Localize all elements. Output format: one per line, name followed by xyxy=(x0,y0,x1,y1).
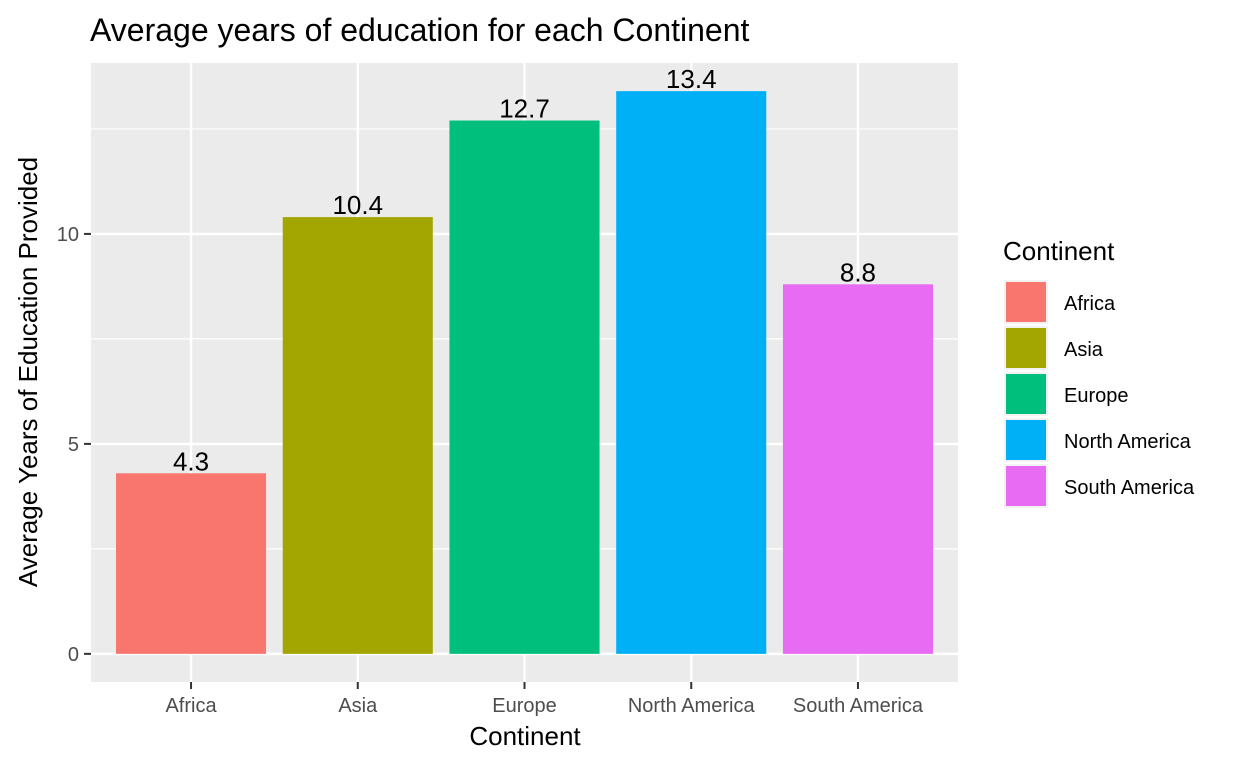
legend: Continent Africa Asia Europe North America S… xyxy=(1003,236,1195,508)
legend-label: North America xyxy=(1064,431,1192,453)
data-label: 4.3 xyxy=(173,446,209,476)
y-tick-label: 5 xyxy=(68,434,79,456)
data-label: 12.7 xyxy=(499,94,550,124)
y-axis: 0 5 10 xyxy=(57,224,91,666)
legend-items: Africa Asia Europe North America South Ameri… xyxy=(1004,280,1195,508)
data-label: 13.4 xyxy=(666,64,717,94)
x-tick-label: Africa xyxy=(165,695,217,717)
x-axis: Africa Asia Europe North America South Ameri… xyxy=(165,682,924,717)
legend-swatch xyxy=(1006,374,1046,414)
bar-north-america xyxy=(616,91,767,654)
y-axis-title: Average Years of Education Provided xyxy=(13,157,43,587)
x-tick-label: North America xyxy=(628,695,756,717)
x-axis-title: Continent xyxy=(469,721,581,751)
legend-label: South America xyxy=(1064,477,1195,499)
y-tick-label: 0 xyxy=(68,644,79,666)
legend-swatch xyxy=(1006,420,1046,460)
bar-south-america xyxy=(782,284,933,654)
data-labels: 4.3 10.4 12.7 13.4 8.8 xyxy=(173,64,876,476)
legend-swatch xyxy=(1006,282,1046,322)
legend-title: Continent xyxy=(1003,236,1115,266)
chart-title: Average years of education for each Cont… xyxy=(90,12,750,48)
x-tick-label: Asia xyxy=(338,695,378,717)
legend-label: Europe xyxy=(1064,385,1129,407)
data-label: 10.4 xyxy=(332,190,383,220)
legend-swatch xyxy=(1006,466,1046,506)
bar-europe xyxy=(449,120,600,654)
y-tick-label: 10 xyxy=(57,224,79,246)
legend-swatch xyxy=(1006,328,1046,368)
legend-label: Africa xyxy=(1064,293,1116,315)
data-label: 8.8 xyxy=(840,257,876,287)
x-tick-label: South America xyxy=(793,695,924,717)
bar-africa xyxy=(116,473,267,654)
bars xyxy=(116,91,933,654)
legend-label: Asia xyxy=(1064,339,1104,361)
x-tick-label: Europe xyxy=(492,695,557,717)
bar-asia xyxy=(282,217,433,654)
